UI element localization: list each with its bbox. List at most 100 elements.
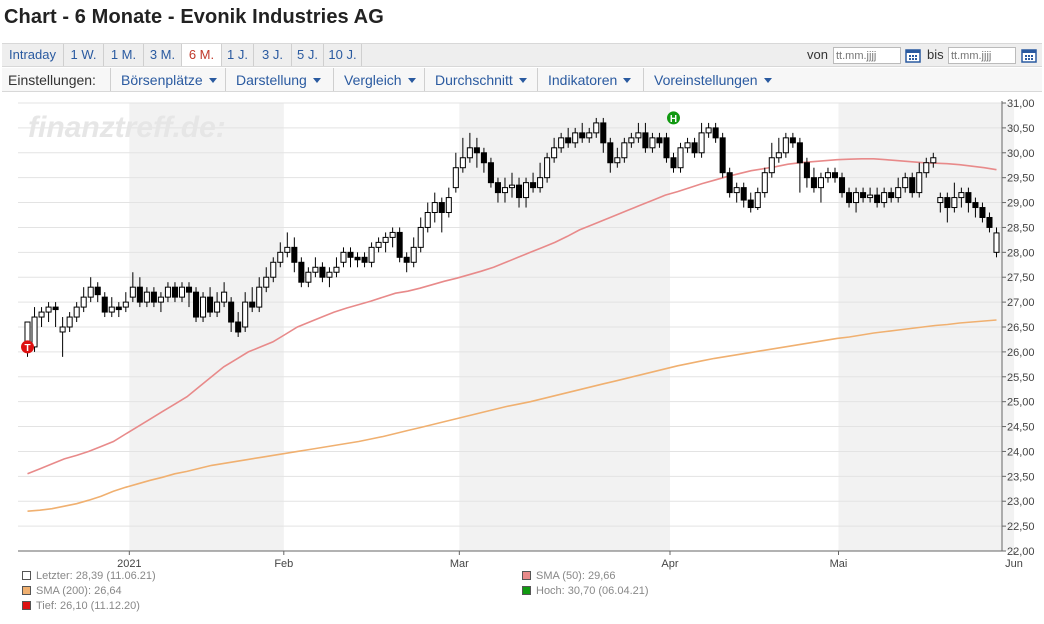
candle-body <box>396 231 403 258</box>
chevron-down-icon <box>208 77 217 83</box>
high-marker <box>666 111 680 125</box>
candle-body <box>115 306 122 311</box>
settings-menu-label: Voreinstellungen <box>654 72 758 88</box>
candle-body <box>523 182 530 199</box>
y-tick-label: 23,50 <box>1007 471 1035 483</box>
candle-body <box>838 177 846 194</box>
candle-body <box>530 182 537 189</box>
candle-body <box>888 192 895 199</box>
settings-menu[interactable]: Börsenplätze <box>110 68 217 91</box>
candle-body <box>200 296 207 318</box>
legend-item: Tief: 26,10 (11.12.20) <box>22 600 140 612</box>
legend-text: SMA (200): 26,64 <box>36 585 122 597</box>
candle-body <box>73 306 80 318</box>
candle-body <box>45 306 52 313</box>
range-tab[interactable]: 1 W. <box>64 44 104 66</box>
from-label: von <box>807 47 828 62</box>
range-tab[interactable]: Intraday <box>2 44 64 66</box>
candle-body <box>881 192 888 204</box>
candle-body <box>487 162 494 184</box>
candle-body <box>466 147 473 159</box>
calendar-icon[interactable] <box>1021 47 1037 63</box>
candle-body <box>621 142 628 159</box>
to-date-input[interactable] <box>948 47 1016 64</box>
candle-body <box>361 256 368 263</box>
candle-body <box>452 167 459 189</box>
candle-body <box>979 207 986 218</box>
candle-body <box>24 321 31 343</box>
y-tick-label: 27,50 <box>1007 272 1035 284</box>
y-tick-label: 23,00 <box>1007 496 1035 508</box>
candle-body <box>214 301 221 313</box>
candle-body <box>445 197 452 214</box>
candle-body <box>909 177 916 194</box>
range-tab[interactable]: 3 M. <box>144 44 182 66</box>
candle-body <box>796 142 803 164</box>
settings-menu[interactable]: Darstellung <box>225 68 321 91</box>
chevron-down-icon <box>407 77 416 83</box>
candle-body <box>586 132 593 139</box>
candle-body <box>494 182 501 194</box>
candle-body <box>810 177 817 189</box>
calendar-icon[interactable] <box>905 47 921 63</box>
candle-body <box>333 266 340 273</box>
candle-body <box>122 301 129 308</box>
x-tick-label: Mar <box>450 558 469 570</box>
chevron-down-icon <box>623 77 632 83</box>
legend-swatch <box>522 571 531 580</box>
settings-menu[interactable]: Durchschnitt <box>424 68 527 91</box>
candle-body <box>902 177 909 189</box>
candle-body <box>368 246 375 263</box>
candle-body <box>923 162 930 174</box>
candle-body <box>207 296 214 313</box>
candle-body <box>94 286 101 296</box>
candle-body <box>733 187 740 194</box>
candle-body <box>565 137 572 144</box>
candle-body <box>761 172 768 194</box>
range-tab[interactable]: 10 J. <box>324 44 362 66</box>
chevron-down-icon <box>518 77 527 83</box>
range-tab[interactable]: 1 J. <box>222 44 254 66</box>
candle-body <box>319 266 326 278</box>
candle-body <box>403 256 410 263</box>
range-tab[interactable]: 3 J. <box>254 44 292 66</box>
candle-body <box>614 157 621 164</box>
candle-body <box>768 157 775 174</box>
range-tab[interactable]: 6 M. <box>182 44 222 66</box>
candle-body <box>284 246 291 253</box>
candle-body <box>649 137 656 149</box>
candle-body <box>501 187 509 194</box>
candle-body <box>600 122 607 144</box>
candle-body <box>593 122 600 134</box>
y-tick-label: 27,00 <box>1007 297 1035 309</box>
candle-body <box>150 291 157 303</box>
settings-menu[interactable]: Voreinstellungen <box>643 68 772 91</box>
settings-label: Einstellungen: <box>8 72 96 88</box>
legend-text: SMA (50): 29,66 <box>536 570 616 582</box>
from-date-input[interactable] <box>833 47 901 64</box>
settings-menu[interactable]: Indikatoren <box>537 68 632 91</box>
candle-body <box>298 261 305 283</box>
candle-body <box>656 137 663 144</box>
legend-text: Tief: 26,10 (11.12.20) <box>36 600 140 612</box>
candle-body <box>628 137 635 144</box>
candle-body <box>438 202 445 214</box>
candle-body <box>698 132 705 154</box>
candle-body <box>874 194 881 204</box>
x-tick-label: 2021 <box>117 558 141 570</box>
candle-body <box>958 192 965 199</box>
candle-body <box>951 197 958 209</box>
candle-body <box>312 266 319 273</box>
candle-body <box>108 306 115 313</box>
legend-text: Letzter: 28,39 (11.06.21) <box>36 570 156 582</box>
candle-body <box>136 286 143 303</box>
legend-item: Letzter: 28,39 (11.06.21) <box>22 570 156 582</box>
range-tab[interactable]: 5 J. <box>292 44 324 66</box>
x-tick-label: Jun <box>1005 558 1023 570</box>
candle-body <box>157 296 164 303</box>
settings-menu[interactable]: Vergleich <box>333 68 416 91</box>
range-tab[interactable]: 1 M. <box>104 44 144 66</box>
candle-body <box>831 172 839 179</box>
candle-body <box>972 202 979 209</box>
settings-menu-label: Durchschnitt <box>435 72 513 88</box>
